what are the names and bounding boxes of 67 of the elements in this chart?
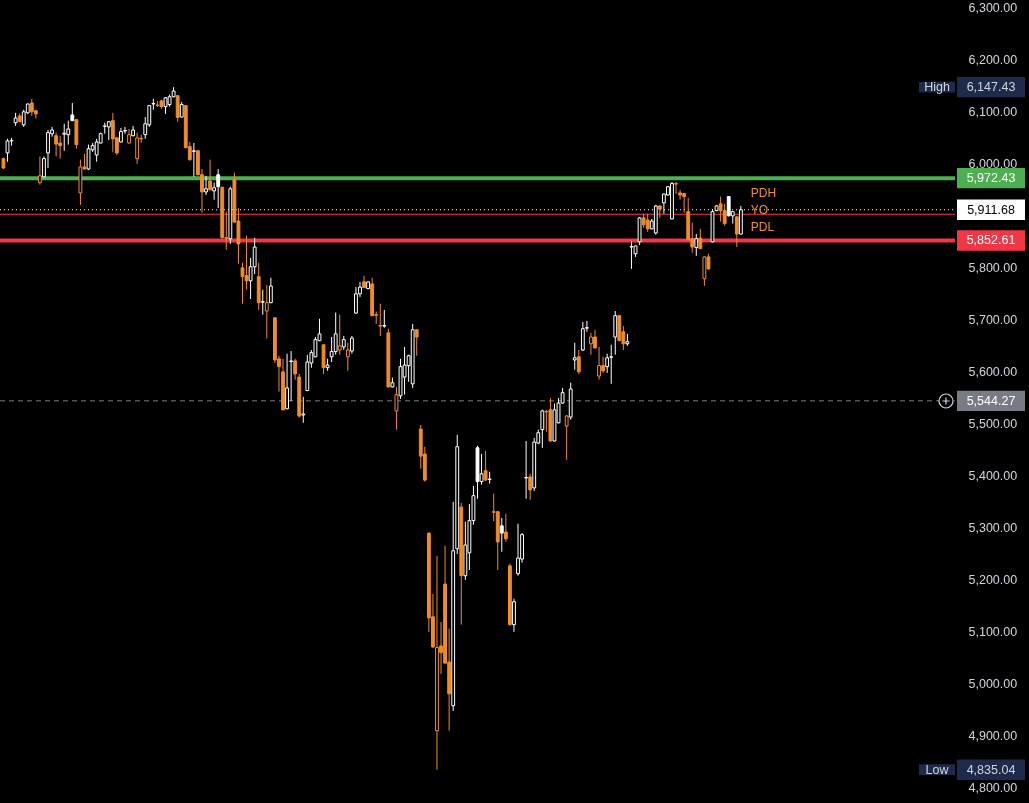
candlestick [572, 342, 577, 371]
candlestick [62, 123, 67, 152]
candlestick [216, 168, 221, 209]
candlestick [37, 156, 42, 186]
candlestick [54, 132, 59, 158]
candlestick [734, 215, 739, 248]
candlestick [722, 203, 727, 227]
candlestick [285, 353, 289, 410]
candlestick [499, 517, 504, 553]
ref-line-label: 5,911.68 [967, 202, 1015, 217]
candlestick [301, 396, 306, 424]
candlestick [601, 356, 606, 374]
candlestick [512, 598, 516, 633]
y-tick-label: 5,200.00 [968, 573, 1018, 588]
candlestick [110, 112, 115, 153]
ref-line-label: 5,852.61 [966, 233, 1016, 248]
y-tick-label: 5,700.00 [968, 313, 1018, 328]
candlestick [576, 349, 581, 375]
y-tick-label: 5,300.00 [968, 521, 1018, 536]
candlestick [674, 181, 678, 195]
ref-line-label: 5,972.43 [966, 171, 1016, 186]
candlestick [605, 353, 610, 374]
candlestick [204, 175, 208, 196]
annotation: Low [925, 762, 950, 777]
y-tick-label: 5,400.00 [968, 469, 1018, 484]
y-tick-label: 4,800.00 [968, 781, 1018, 796]
ref-line-label: 5,544.27 [966, 393, 1016, 408]
candlestick [516, 523, 520, 577]
candlestick [208, 159, 212, 191]
y-tick-label: 5,000.00 [968, 677, 1018, 692]
annotation: High [924, 80, 950, 95]
y-tick-label: 5,800.00 [968, 261, 1018, 276]
candlestick [609, 344, 614, 385]
annotation: PDH [750, 185, 777, 200]
candlestick [524, 440, 529, 500]
candlestick [694, 233, 699, 257]
y-tick-label: 5,100.00 [968, 625, 1018, 640]
candlestick [337, 314, 342, 356]
candlestick [402, 346, 407, 396]
candlestick [175, 94, 180, 123]
candlestick [540, 409, 545, 449]
candlestick [260, 289, 265, 316]
candlestick [354, 286, 358, 315]
y-tick-label: 6,000.00 [968, 157, 1018, 172]
candlestick [637, 216, 642, 246]
y-tick-label: 6,100.00 [968, 105, 1018, 120]
y-tick-label: 5,500.00 [968, 417, 1018, 432]
candlestick [483, 450, 488, 482]
text: 4,835.04 [966, 762, 1016, 777]
annotation: YO [750, 202, 769, 217]
candlestick [580, 321, 585, 352]
annotation: PDL [750, 219, 775, 234]
y-tick-label: 6,200.00 [968, 53, 1018, 68]
candlestick [321, 343, 326, 375]
candlestick [333, 312, 338, 356]
candlestick [528, 473, 533, 501]
candlestick [5, 138, 10, 163]
candlestick [191, 142, 196, 178]
text: 6,147.43 [966, 80, 1016, 95]
y-tick-label: 4,900.00 [968, 729, 1018, 744]
candlestick [58, 135, 63, 160]
y-tick-label: 6,300.00 [968, 1, 1018, 16]
candlestick [503, 513, 508, 543]
y-tick-label: 5,600.00 [968, 365, 1018, 380]
candlestick [414, 328, 419, 357]
candlestick [589, 332, 593, 356]
candlestick [264, 284, 269, 340]
